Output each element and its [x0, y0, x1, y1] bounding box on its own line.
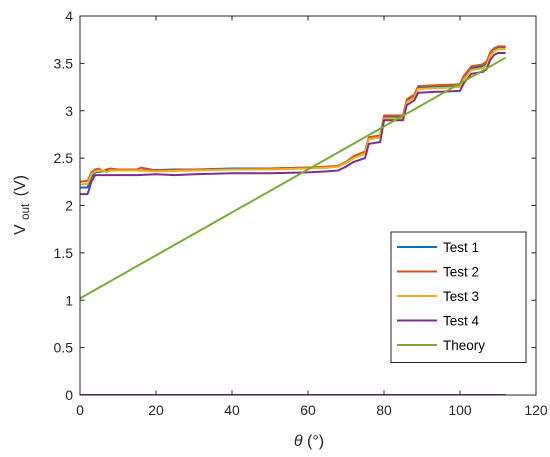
x-axis-label: θ (°)	[294, 433, 324, 450]
y-axis-subscript: out	[20, 203, 32, 220]
legend-label: Test 4	[443, 314, 480, 329]
x-tick-label: 80	[376, 402, 392, 418]
legend: Test 1 Test 2 Test 3 Test 4 Theory	[390, 231, 527, 363]
x-tick-label: 0	[76, 402, 84, 418]
x-axis-symbol: θ	[294, 433, 303, 450]
y-tick-label: 0.5	[54, 340, 74, 356]
legend-box	[390, 231, 527, 363]
series-line-theory	[80, 56, 507, 300]
y-tick-label: 2.5	[54, 150, 74, 166]
y-tick-label: 1	[65, 292, 73, 308]
x-tick-label: 120	[524, 402, 548, 418]
legend-label: Theory	[443, 338, 485, 353]
y-tick-label: 2	[65, 198, 73, 214]
y-tick-label: 1.5	[54, 245, 74, 261]
y-tick-label: 0	[65, 387, 73, 403]
series-line-test-2	[80, 45, 506, 183]
plot-area	[80, 45, 507, 395]
series-line-test-4	[80, 51, 506, 196]
x-tick-label: 20	[148, 402, 164, 418]
x-tick-label: 60	[300, 402, 316, 418]
axes	[79, 15, 537, 396]
tick-labels: 0 20 40 60 80 100 120 0 0.5 1 1.5 2 2.5 3 3.5 4	[54, 8, 548, 418]
series-line-test-3	[80, 48, 506, 186]
y-axis-unit: (V)	[12, 175, 29, 196]
y-axis-label: V out (V)	[12, 175, 33, 235]
y-tick-label: 3	[65, 103, 73, 119]
y-tick-label: 3.5	[54, 55, 74, 71]
x-axis-unit: (°)	[307, 433, 324, 450]
legend-label: Test 2	[443, 265, 479, 280]
y-axis-base: V	[12, 224, 29, 235]
x-tick-label: 40	[224, 402, 240, 418]
y-tick-label: 4	[65, 8, 73, 24]
x-tick-label: 100	[448, 402, 472, 418]
legend-label: Test 3	[443, 289, 479, 304]
legend-label: Test 1	[443, 240, 479, 255]
